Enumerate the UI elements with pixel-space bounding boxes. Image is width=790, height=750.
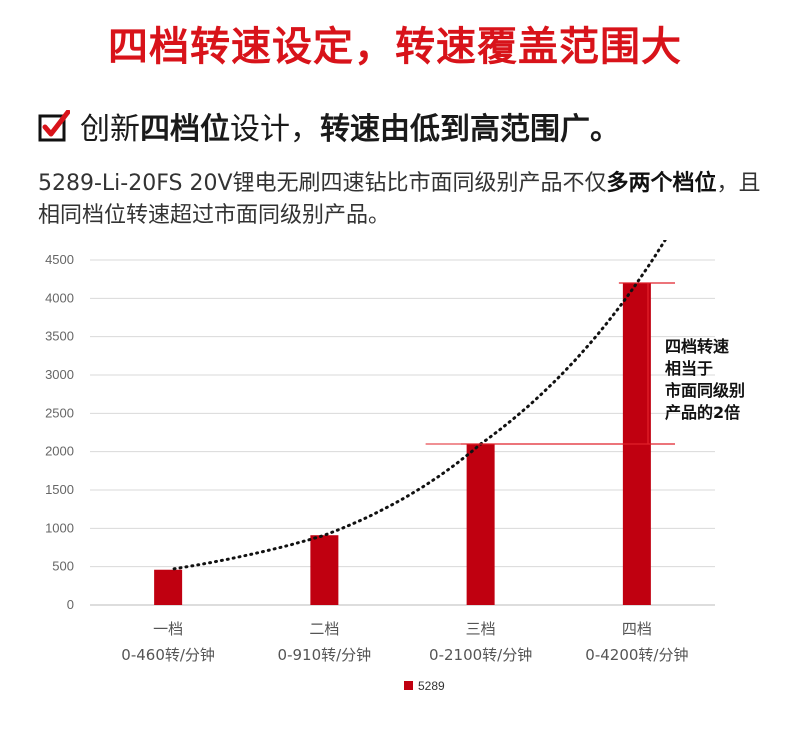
y-tick-label: 3500 (45, 329, 74, 344)
desc-part3: ，且相同档位转速超过市面同级别产品。 (38, 171, 761, 228)
subline: 创新 四档位 设计， 转速由低到高范围广。 (38, 104, 620, 148)
x-category-sublabel: 0-910转/分钟 (278, 646, 372, 664)
y-tick-label: 3000 (45, 367, 74, 382)
bar-1 (154, 569, 183, 605)
x-category-sublabel: 0-2100转/分钟 (429, 646, 532, 664)
y-tick-label: 4000 (45, 290, 74, 305)
bar-3 (466, 444, 495, 605)
y-tick-label: 1000 (45, 520, 74, 535)
y-tick-label: 500 (52, 559, 74, 574)
annotation-text-line: 产品的2倍 (665, 403, 740, 422)
bar-2 (310, 535, 339, 605)
subline-part4: 转速由低到高范围广。 (320, 112, 620, 147)
description: 5289-Li-20FS 20V锂电无刷四速钻比市面同级别产品不仅多两个档位，且… (38, 168, 778, 232)
red-check-icon (38, 110, 70, 142)
y-tick-label: 2500 (45, 405, 74, 420)
x-category-sublabel: 0-460转/分钟 (121, 646, 215, 664)
trendline (172, 240, 667, 571)
annotation-text-line: 市面同级别 (665, 381, 745, 400)
legend-label: 5289 (418, 679, 445, 693)
annotation-text-line: 四档转速 (665, 337, 729, 356)
x-category-label: 三档 (466, 620, 496, 638)
legend-swatch (404, 681, 413, 690)
desc-part1: 5289-Li-20FS 20V锂电无刷四速钻比市面同级别产品不仅 (38, 171, 607, 196)
x-category-label: 一档 (153, 620, 183, 638)
y-tick-label: 0 (67, 597, 74, 612)
subline-part1: 创新 (80, 112, 140, 147)
subline-part3: 设计， (230, 112, 320, 147)
y-tick-label: 2000 (45, 444, 74, 459)
x-category-label: 二档 (309, 620, 339, 638)
headline: 四档转速设定，转速覆盖范围大 (108, 24, 682, 70)
x-category-label: 四档 (622, 620, 652, 638)
y-tick-label: 1500 (45, 482, 74, 497)
annotation-text-line: 相当于 (665, 359, 713, 378)
bar-chart: 0 500 1000 1500 2000 2500 3000 3500 4000 4500 一档 0-… (45, 240, 745, 693)
x-category-sublabel: 0-4200转/分钟 (585, 646, 688, 664)
desc-part2: 多两个档位 (606, 171, 717, 196)
y-tick-label: 4500 (45, 252, 74, 267)
subline-part2: 四档位 (140, 112, 230, 147)
